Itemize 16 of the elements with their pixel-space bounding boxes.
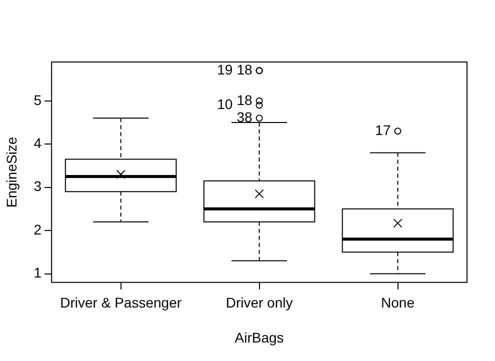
x-tick-label: Driver only — [226, 294, 293, 311]
annotation: 19 — [217, 62, 233, 78]
x-axis-title: AirBags — [234, 329, 284, 346]
x-tick-label: None — [381, 294, 415, 311]
y-axis-title: EngineSize — [3, 136, 20, 208]
annotation: 10 — [217, 96, 233, 112]
y-tick-label: 2 — [34, 221, 42, 238]
annotation: 18 — [236, 62, 252, 78]
annotation: 38 — [236, 109, 252, 126]
y-tick-label: 3 — [34, 178, 42, 194]
y-tick-label: 1 — [34, 264, 42, 281]
annotation: 17 — [375, 122, 391, 138]
y-tick-label: 4 — [34, 134, 42, 151]
x-tick-label: Driver & Passenger — [60, 294, 182, 311]
annotation: 18 — [236, 92, 252, 108]
y-tick-label: 5 — [34, 92, 42, 108]
